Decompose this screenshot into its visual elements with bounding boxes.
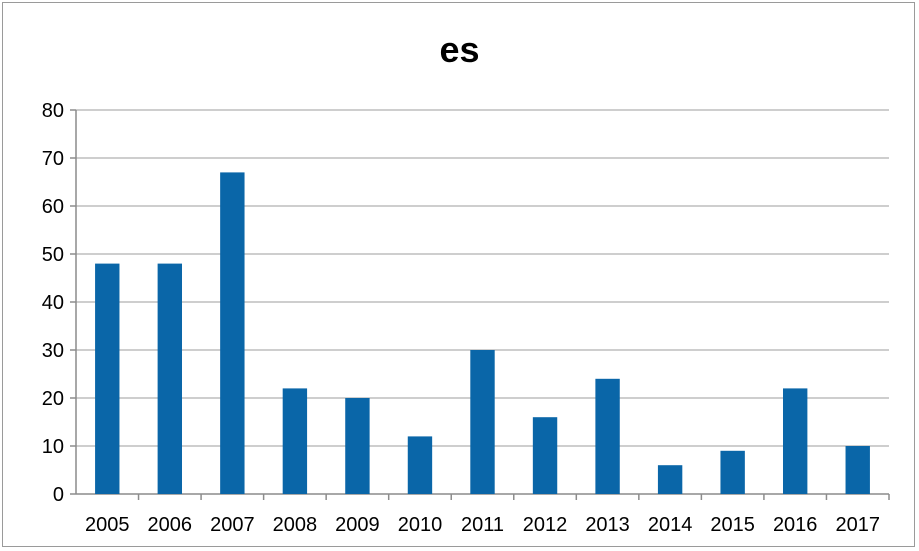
x-tick-label: 2013 bbox=[585, 514, 630, 536]
bar-2009 bbox=[345, 398, 370, 494]
bar-2006 bbox=[157, 263, 183, 494]
x-tick-label: 2014 bbox=[648, 514, 693, 536]
y-tick-labels: 0 10 20 30 40 50 60 70 80 bbox=[42, 100, 64, 506]
y-tick-label: 10 bbox=[42, 436, 64, 458]
bar-2017 bbox=[845, 446, 870, 494]
y-tick-label: 20 bbox=[42, 388, 64, 410]
x-tick-label: 2009 bbox=[335, 514, 380, 536]
bar-2005 bbox=[95, 263, 120, 494]
bar-2012 bbox=[532, 417, 558, 494]
x-tick-label: 2015 bbox=[710, 514, 755, 536]
y-tick-label: 50 bbox=[42, 244, 64, 266]
bar-2015 bbox=[720, 450, 745, 494]
y-tick-label: 80 bbox=[42, 100, 64, 122]
x-tick-label: 2012 bbox=[523, 514, 568, 536]
x-tick-label: 2007 bbox=[210, 514, 255, 536]
y-tick-label: 0 bbox=[53, 484, 64, 506]
x-tick-label: 2017 bbox=[835, 514, 880, 536]
x-tick-label: 2016 bbox=[773, 514, 818, 536]
bar-2016 bbox=[782, 388, 808, 494]
bars bbox=[95, 172, 870, 494]
y-tick-label: 30 bbox=[42, 340, 64, 362]
bar-2013 bbox=[595, 378, 620, 494]
bar-2008 bbox=[282, 388, 308, 494]
x-tick-label: 2006 bbox=[148, 514, 193, 536]
y-tick-label: 40 bbox=[42, 292, 64, 314]
y-tick-label: 60 bbox=[42, 196, 64, 218]
bar-2007 bbox=[220, 172, 245, 494]
bar-2010 bbox=[407, 436, 433, 494]
x-tick-label: 2005 bbox=[85, 514, 130, 536]
x-tick-label: 2011 bbox=[461, 514, 504, 536]
bar-2011 bbox=[470, 350, 495, 494]
chart-title: es bbox=[439, 29, 480, 70]
x-tick-label: 2010 bbox=[398, 514, 443, 536]
y-tick-label: 70 bbox=[42, 148, 64, 170]
x-tick-labels: 2005 2006 2007 2008 2009 2010 2011 2012 2013 2014… bbox=[85, 514, 880, 536]
x-tick-label: 2008 bbox=[273, 514, 318, 536]
bar-2014 bbox=[657, 465, 683, 494]
